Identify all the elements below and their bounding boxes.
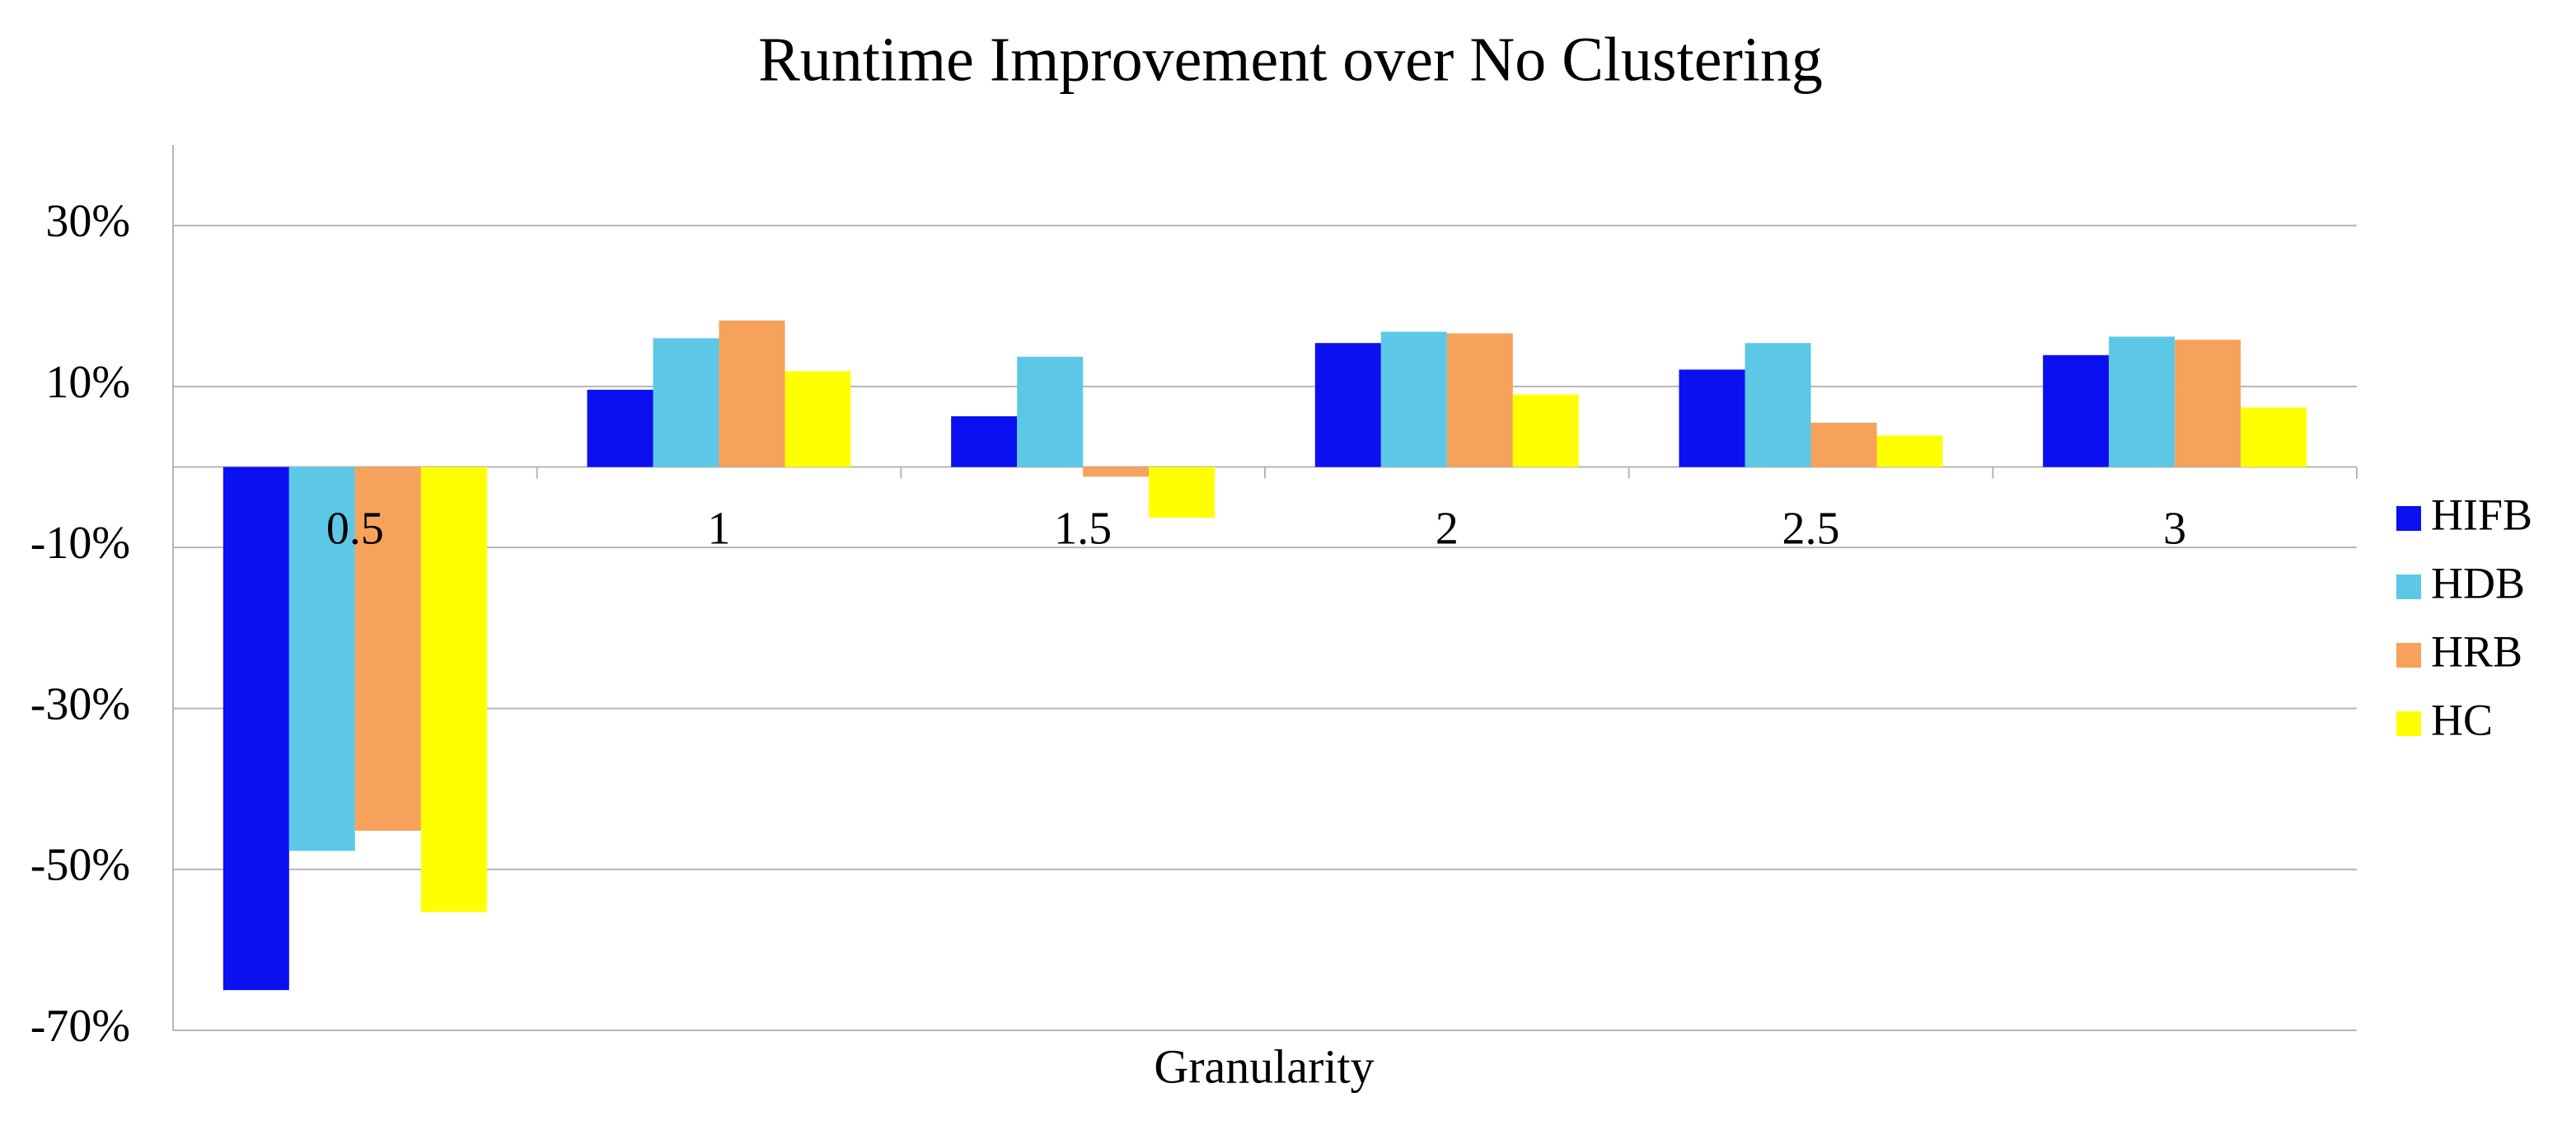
x-tick-label: 1.5 <box>1054 503 1112 554</box>
bar <box>2043 354 2110 467</box>
x-tick-label: 2 <box>1436 503 1459 554</box>
x-axis-label: Granularity <box>1154 1039 1374 1093</box>
bar <box>1314 343 1381 467</box>
x-tick-label: 1 <box>708 503 731 554</box>
bar <box>1876 435 1943 467</box>
x-tick-label: 0.5 <box>326 503 384 554</box>
bar <box>785 371 851 467</box>
y-tick-label: -10% <box>30 518 130 569</box>
legend-label: HC <box>2431 695 2493 744</box>
legend-swatch <box>2396 575 2421 599</box>
x-tick-label: 2.5 <box>1782 503 1840 554</box>
y-tick-label: -50% <box>30 840 130 891</box>
bar <box>1810 422 1877 467</box>
bar <box>2175 340 2241 467</box>
bar <box>420 467 487 912</box>
legend-swatch <box>2396 711 2421 736</box>
legend-swatch <box>2396 506 2421 531</box>
legend-label: HDB <box>2431 558 2525 607</box>
bar <box>1380 331 1447 467</box>
bar <box>288 467 355 851</box>
bar <box>1679 369 1745 467</box>
y-tick-label: 10% <box>45 357 130 408</box>
bar <box>2241 407 2307 467</box>
bar <box>1083 467 1150 477</box>
y-tick-label: 30% <box>45 195 130 246</box>
bar <box>2109 336 2176 467</box>
bar <box>951 416 1018 467</box>
bar <box>1745 343 1811 467</box>
x-tick-label: 3 <box>2163 503 2186 554</box>
bar <box>719 320 785 467</box>
bar <box>653 338 719 467</box>
bar <box>587 389 653 467</box>
bar <box>1017 356 1084 467</box>
legend-swatch <box>2396 643 2421 668</box>
bar <box>222 467 289 991</box>
bar <box>1149 467 1215 518</box>
bar <box>1512 394 1579 467</box>
bar <box>1446 333 1513 467</box>
legend-label: HIFB <box>2431 490 2532 539</box>
y-tick-label: -30% <box>30 678 130 729</box>
bar <box>354 467 421 831</box>
legend-label: HRB <box>2431 626 2522 676</box>
y-tick-label: -70% <box>30 1001 130 1052</box>
chart-title: Runtime Improvement over No Clustering <box>758 25 1823 94</box>
